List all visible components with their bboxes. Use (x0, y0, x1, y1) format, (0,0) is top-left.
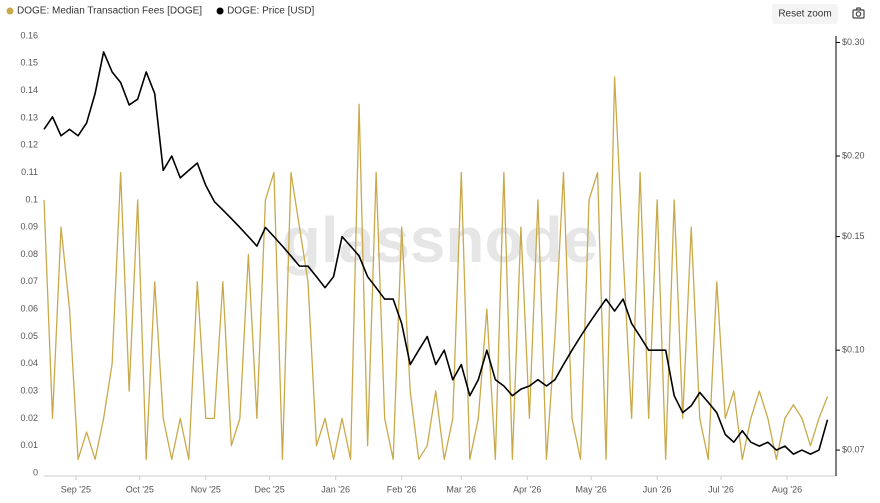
y-tick-label: 0.11 (21, 167, 38, 177)
x-tick-label: May '26 (576, 484, 607, 494)
legend-marker (216, 7, 224, 15)
x-tick-label: Oct '25 (126, 484, 154, 494)
x-tick-label: Jun '26 (643, 484, 672, 494)
y-tick-label: 0.06 (20, 304, 38, 314)
y2-tick-label: $0.07 (842, 444, 865, 454)
x-tick-label: Jul '26 (708, 484, 734, 494)
y-tick-label: 0 (33, 467, 38, 477)
y-tick-label: 0.16 (20, 30, 38, 40)
series-line (43, 51, 829, 455)
x-tick-label: Dec '25 (255, 484, 285, 494)
series-line (43, 76, 829, 460)
y2-tick-label: $0.15 (842, 231, 865, 241)
y-tick-label: 0.13 (20, 112, 38, 122)
x-tick-label: Apr '26 (513, 484, 541, 494)
y-tick-label: 0.14 (20, 85, 38, 95)
y-tick-label: 0.07 (20, 276, 38, 286)
x-tick-label: Mar '26 (446, 484, 476, 494)
y-tick-label: 0.1 (25, 194, 38, 204)
legend-label: DOGE: Median Transaction Fees [DOGE] (17, 6, 202, 17)
legend-label: DOGE: Price [USD] (227, 6, 314, 17)
y-tick-label: 0.02 (20, 413, 38, 423)
y-tick-label: 0.12 (20, 140, 38, 150)
y-tick-label: 0.03 (20, 385, 38, 395)
reset-zoom-label[interactable]: Reset zoom (778, 9, 831, 20)
y-tick-label: 0.01 (20, 440, 38, 450)
y2-tick-label: $0.10 (842, 345, 865, 355)
y-tick-label: 0.08 (20, 249, 38, 259)
y-tick-label: 0.05 (20, 331, 38, 341)
y-tick-label: 0.15 (20, 58, 38, 68)
x-tick-label: Sep '25 (61, 484, 91, 494)
camera-icon[interactable] (852, 7, 865, 19)
y-tick-label: 0.04 (20, 358, 38, 368)
x-tick-label: Jan '26 (321, 484, 350, 494)
y-tick-label: 0.09 (20, 222, 38, 232)
y2-tick-label: $0.30 (842, 37, 865, 47)
legend-marker (6, 7, 14, 15)
watermark: glassnode (282, 204, 599, 276)
x-tick-label: Aug '26 (772, 484, 802, 494)
x-tick-label: Nov '25 (191, 484, 221, 494)
reset-zoom-button[interactable] (772, 4, 838, 24)
y2-tick-label: $0.20 (842, 150, 865, 160)
x-tick-label: Feb '26 (387, 484, 417, 494)
